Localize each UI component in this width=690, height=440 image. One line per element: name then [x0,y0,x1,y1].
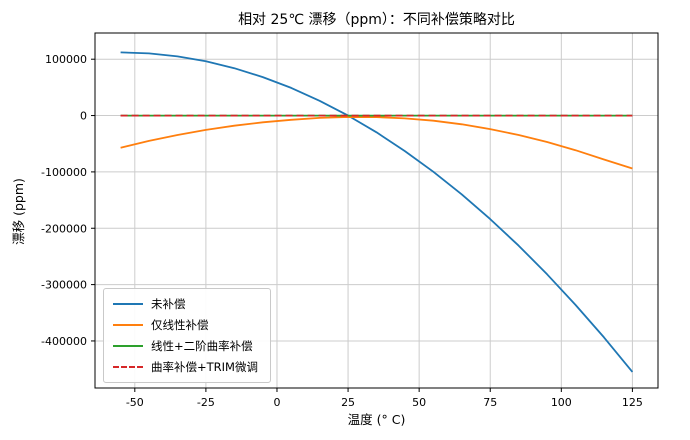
legend-label: 线性+二阶曲率补偿 [151,339,253,353]
y-tick-label: -100000 [41,166,87,179]
y-tick-label: -400000 [41,335,87,348]
legend-line-sample [113,366,143,368]
legend: 未补偿仅线性补偿线性+二阶曲率补偿 曲率补偿+TRIM微调 [103,288,271,383]
y-axis-label: 漂移 (ppm) [11,178,26,245]
y-tick-label: -300000 [41,279,87,292]
x-tick-label: 25 [341,396,355,409]
x-tick-label: -25 [197,396,215,409]
y-tick-label: -200000 [41,222,87,235]
legend-item: 线性+二阶曲率补偿 [113,337,258,355]
legend-label: 未补偿 [151,297,186,311]
x-tick-label: 100 [551,396,572,409]
series-line-0 [120,51,634,373]
axes-border [94,32,659,389]
x-tick-label: 0 [273,396,280,409]
legend-label: 曲率补偿+TRIM微调 [151,360,258,374]
x-axis-label: 温度 (° C) [347,412,406,427]
x-tick-label: 75 [483,396,497,409]
series-line-1 [120,116,633,170]
legend-item: 曲率补偿+TRIM微调 [113,358,258,376]
y-tick-label: 100000 [45,53,87,66]
legend-label: 仅线性补偿 [151,318,209,332]
legend-line-sample [113,303,143,305]
x-tick-label: 125 [622,396,643,409]
x-tick-label: -50 [126,396,144,409]
y-tick-label: 0 [80,110,87,123]
legend-item: 仅线性补偿 [113,316,258,334]
legend-line-sample [113,324,143,326]
legend-line-sample [113,345,143,347]
legend-item: 未补偿 [113,295,258,313]
chart-title: 相对 25℃ 漂移（ppm）：不同补偿策略对比 [238,12,515,28]
x-tick-label: 50 [412,396,426,409]
